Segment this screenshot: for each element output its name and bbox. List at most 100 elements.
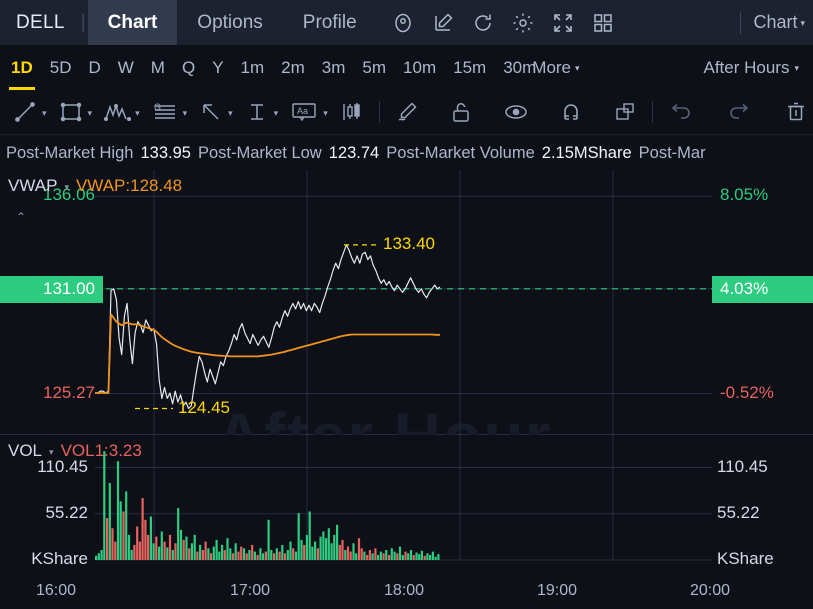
last-price-badge: 131.00 [0, 275, 103, 303]
nav-divider: | [80, 11, 86, 33]
nav-divider-2 [740, 11, 742, 34]
price-panel-legend: VWAP ▾ VWAP:128.48 [8, 176, 182, 196]
trendline-icon[interactable] [12, 99, 38, 125]
undo-icon[interactable] [667, 99, 695, 125]
timeframe-15min[interactable]: 15m [453, 57, 487, 77]
chevron-down-icon[interactable]: ▾ [135, 107, 140, 118]
volume-axis-right-2: 55.22 [717, 502, 760, 522]
collapse-panel-icon[interactable]: ⌃ [16, 210, 27, 224]
refresh-icon[interactable] [471, 11, 495, 35]
tab-chart-label: Chart [107, 11, 158, 33]
info-key-1: Post-Market Low [197, 143, 322, 162]
candle-pattern-icon[interactable] [339, 99, 365, 125]
timeframe-w[interactable]: W [117, 57, 134, 77]
timeframe-10min[interactable]: 10m [403, 57, 437, 77]
time-label-3: 19:00 [537, 582, 578, 599]
timeframe-1min[interactable]: 1m [240, 57, 265, 77]
volume-axis-left-unit: KShare [31, 549, 88, 568]
tab-profile[interactable]: Profile [283, 0, 377, 45]
redo-icon[interactable] [725, 99, 753, 125]
nav-right-group: Chart ▾ [728, 11, 813, 34]
measure-icon[interactable] [244, 99, 270, 125]
volume-axis-left-2: 55.22 [45, 502, 88, 522]
timeframe-5min[interactable]: 5m [362, 57, 387, 77]
symbol-label[interactable]: DELL [16, 11, 65, 33]
tab-chart[interactable]: Chart [87, 0, 178, 45]
svg-text:Aa: Aa [297, 106, 308, 116]
volume-plot-area[interactable] [95, 435, 712, 578]
indicator-value-vwap: VWAP:128.48 [75, 176, 183, 195]
price-chart-panel[interactable]: After Hour VWAP ▾ VWAP:128.48 ⌃ 136.06 1… [0, 170, 813, 473]
price-grid [95, 170, 712, 435]
fullscreen-icon[interactable] [551, 11, 575, 35]
top-navigation-bar: DELL | Chart Options Profile [0, 0, 813, 45]
low-price-annotation: 124.45 [178, 397, 230, 417]
volume-chart-panel[interactable]: VOL ▾ VOL1:3.23 110.45 55.22 KShare 110.… [0, 435, 813, 578]
toolbar-divider-2 [651, 101, 653, 123]
price-axis-left-high: 136.06 [43, 185, 95, 205]
info-value-2: 2.15MShare [541, 143, 632, 162]
magnet-icon[interactable] [558, 99, 584, 125]
chevron-down-icon: ▾ [794, 63, 799, 73]
timeframe-y[interactable]: Y [212, 57, 224, 77]
time-label-2: 18:00 [384, 582, 425, 599]
pct-axis-right-low: -0.52% [720, 382, 774, 402]
svg-text:G: G [154, 102, 161, 112]
indicator-name-vwap[interactable]: VWAP [8, 176, 58, 195]
chevron-down-icon[interactable]: ▾ [323, 107, 328, 118]
text-annotation-icon[interactable]: Aa [289, 99, 319, 125]
chevron-down-icon[interactable]: ▾ [49, 446, 54, 457]
gauge-icon[interactable] [391, 11, 415, 35]
timeframe-3min[interactable]: 3m [321, 57, 346, 77]
arrow-icon[interactable] [198, 99, 224, 125]
volume-axis-right-1: 110.45 [717, 456, 768, 476]
price-plot-area[interactable] [95, 170, 712, 435]
price-series [95, 244, 441, 410]
chevron-down-icon[interactable]: ▾ [182, 107, 188, 118]
chevron-down-icon[interactable]: ▾ [273, 107, 279, 118]
grid-layout-icon[interactable] [591, 11, 615, 35]
chevron-down-icon[interactable]: ▾ [64, 181, 69, 192]
lock-open-icon[interactable] [448, 99, 474, 125]
timeframe-5d[interactable]: 5D [49, 57, 72, 77]
timeframe-1d[interactable]: 1D [9, 57, 35, 90]
eye-icon[interactable] [502, 99, 530, 125]
chart-layout-selector[interactable]: Chart ▾ [753, 12, 805, 33]
trash-icon[interactable] [783, 99, 809, 125]
toolbar-divider [378, 101, 380, 123]
post-market-info-bar: Post-Market High 133.95 Post-Market Low 12… [0, 136, 813, 170]
chevron-down-icon: ▾ [575, 63, 580, 73]
session-label: After Hours [703, 57, 790, 77]
info-key-3: Post-Mar [638, 143, 706, 162]
timeframe-d[interactable]: D [88, 57, 101, 77]
edit-icon[interactable] [431, 11, 455, 35]
price-axis-left-low: 125.27 [43, 382, 95, 402]
chevron-down-icon[interactable]: ▾ [228, 107, 233, 118]
time-label-0: 16:00 [36, 582, 77, 599]
timeframe-30min[interactable]: 30m [503, 57, 537, 77]
timeframe-q[interactable]: Q [181, 57, 196, 77]
time-label-4: 20:00 [690, 582, 731, 599]
tab-profile-label: Profile [302, 11, 357, 33]
chevron-down-icon[interactable]: ▾ [87, 107, 93, 118]
info-value-1: 123.74 [328, 143, 380, 162]
indicator-name-vol[interactable]: VOL [8, 441, 43, 460]
tab-options[interactable]: Options [177, 0, 282, 45]
timeframe-2min[interactable]: 2m [281, 57, 305, 77]
time-label-1: 17:00 [230, 582, 271, 599]
volume-axis-right-unit: KShare [717, 549, 774, 568]
timeframe-m[interactable]: M [150, 57, 165, 77]
chevron-down-icon[interactable]: ▾ [42, 107, 47, 118]
chart-layout-label: Chart [753, 12, 798, 32]
rectangle-icon[interactable] [58, 99, 84, 125]
gann-icon[interactable]: G [151, 99, 179, 125]
timeframe-more-button[interactable]: More ▾ [532, 58, 579, 78]
volume-axis-left-1: 110.45 [37, 456, 88, 476]
pct-axis-right-high: 8.05% [720, 185, 769, 205]
wave-icon[interactable] [103, 99, 132, 125]
clone-icon[interactable] [612, 99, 638, 125]
session-selector[interactable]: After Hours ▾ [703, 58, 813, 78]
gear-icon[interactable] [511, 11, 535, 35]
pencil-icon[interactable] [394, 99, 420, 125]
